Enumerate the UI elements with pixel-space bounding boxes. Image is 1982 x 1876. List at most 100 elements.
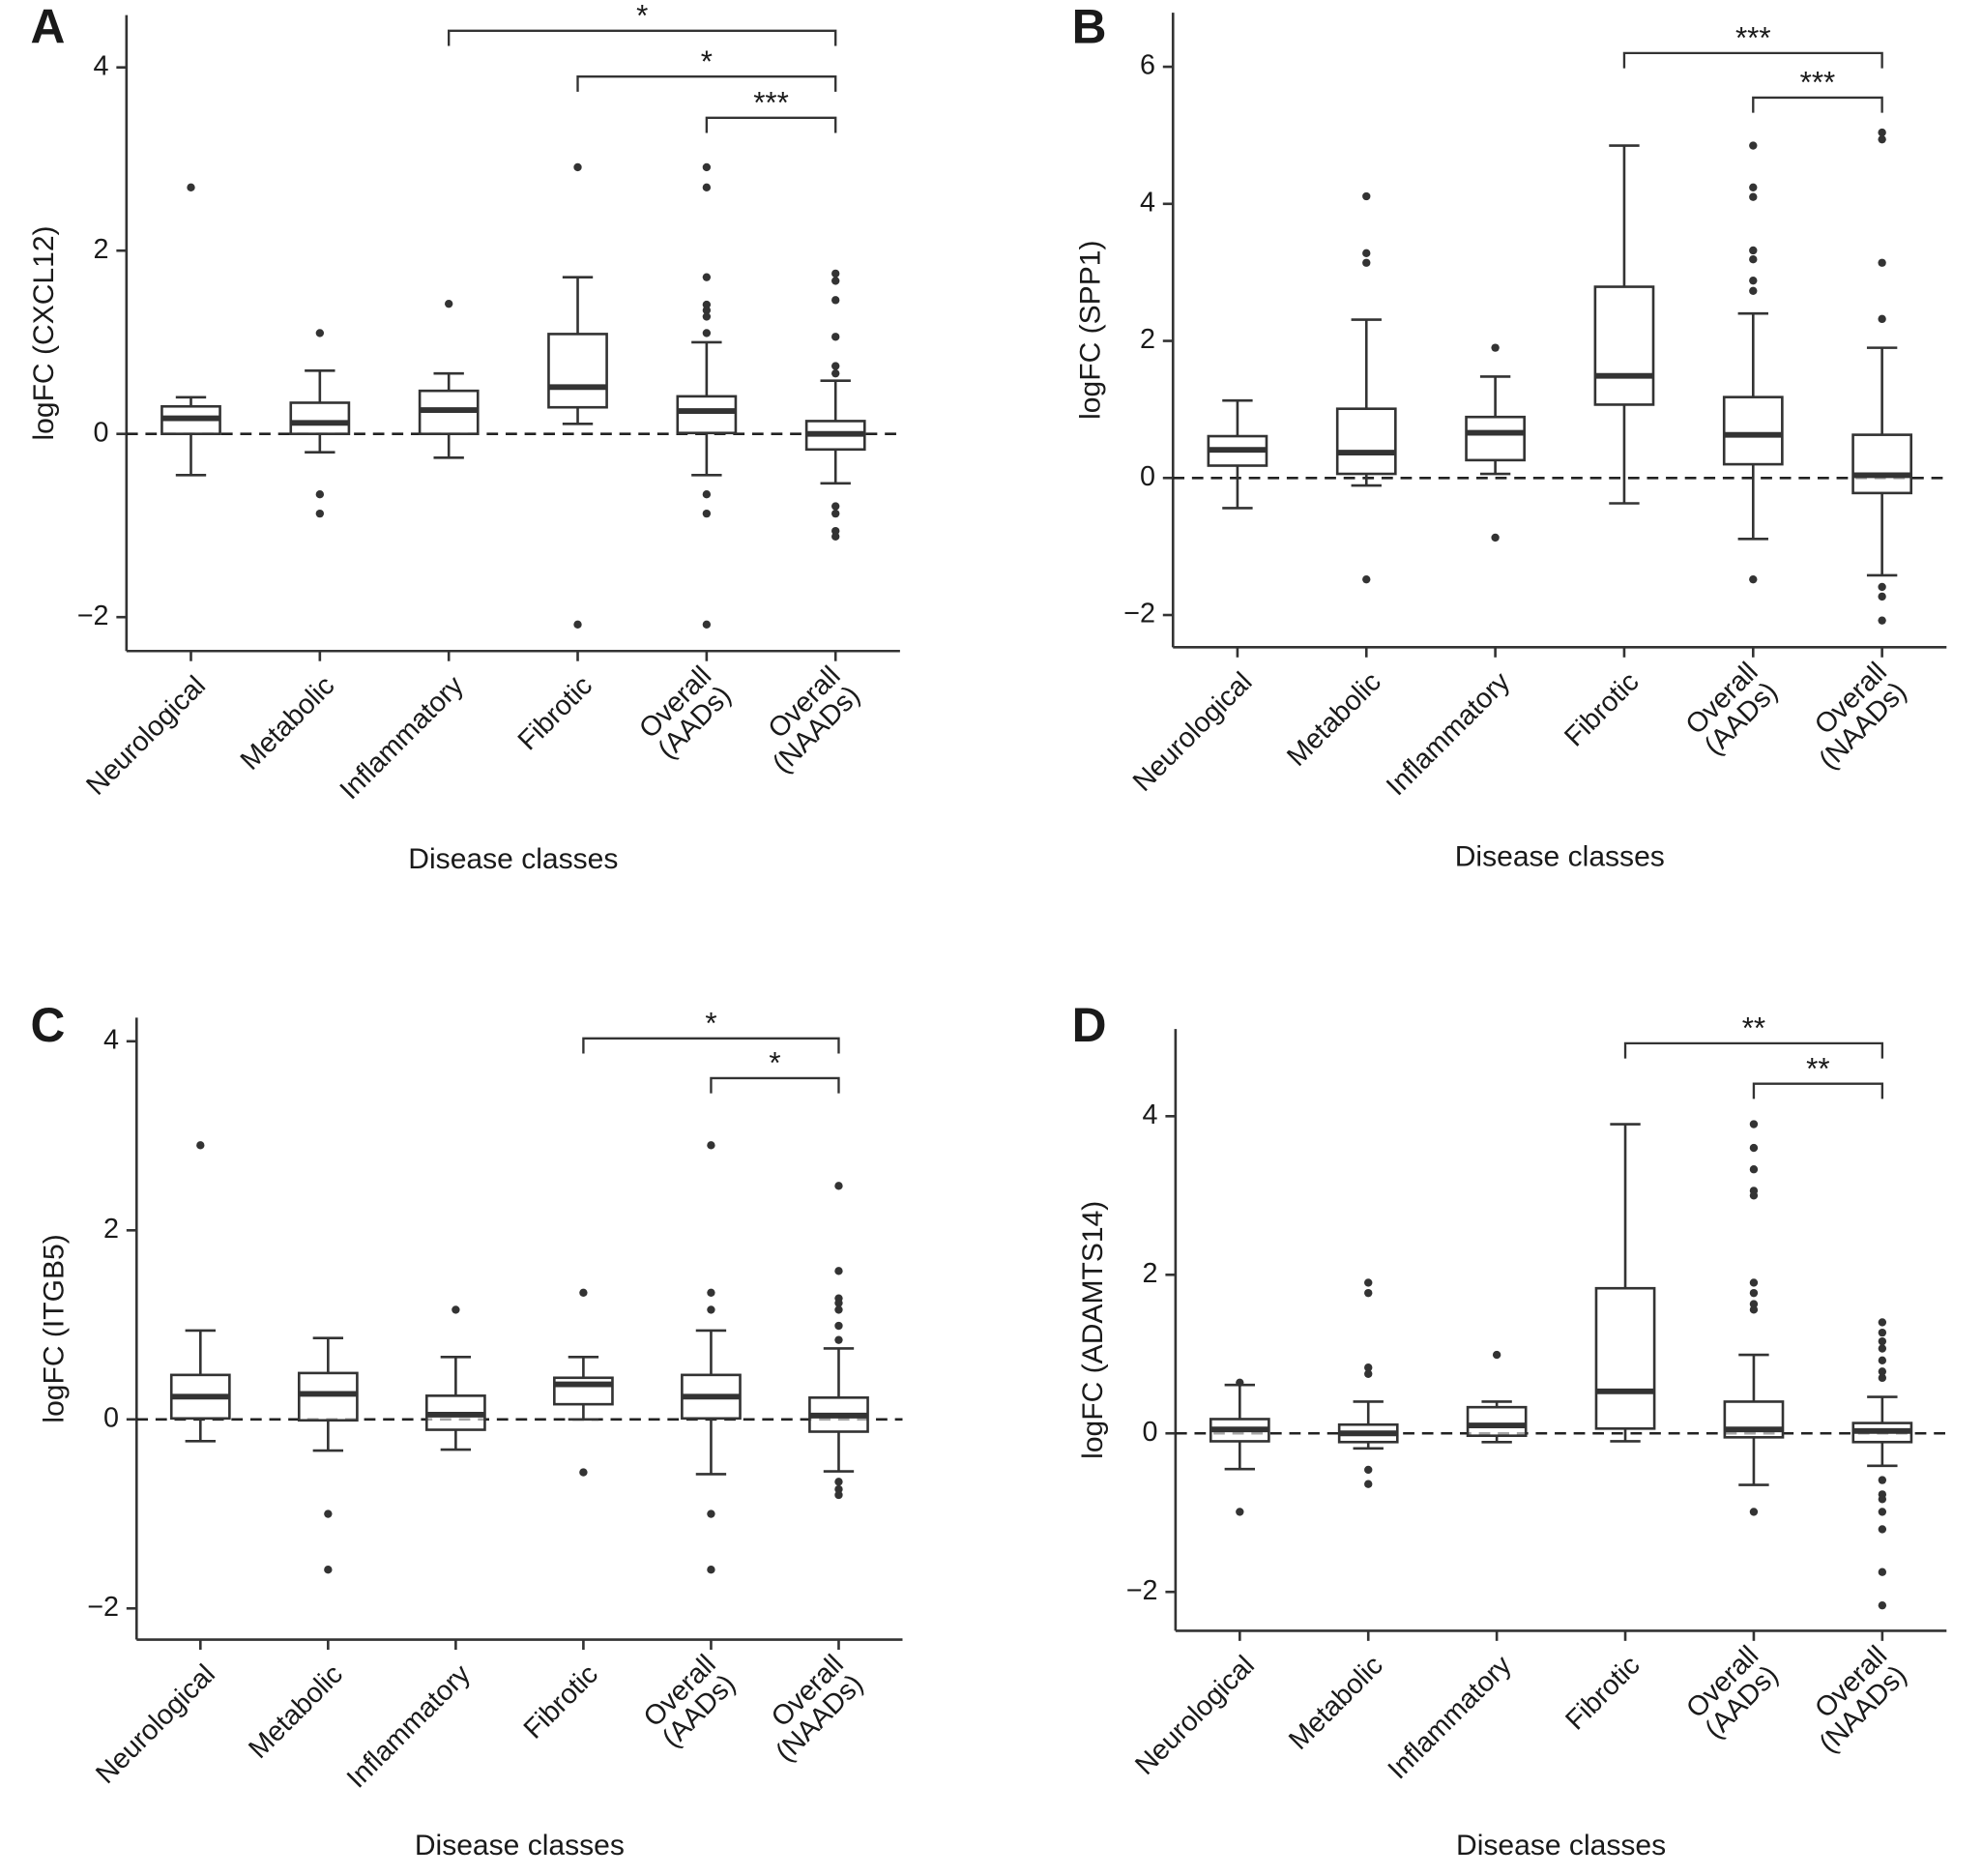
- y-tick-label: 0: [1143, 1417, 1158, 1448]
- outlier: [196, 1141, 205, 1150]
- y-tick-label: 2: [1140, 324, 1155, 355]
- label-line: Fibrotic: [518, 1658, 604, 1744]
- significance-bracket: [1752, 1082, 1884, 1099]
- outlier: [579, 1288, 588, 1297]
- label-line: Metabolic: [235, 670, 341, 777]
- x-tick-label-group: Overall(AADs): [632, 660, 737, 765]
- x-axis-label: Disease classes: [408, 843, 618, 875]
- box: [1593, 285, 1655, 406]
- box: [1466, 1405, 1528, 1438]
- outlier: [1878, 258, 1886, 267]
- significance-label: ***: [1735, 21, 1771, 55]
- outlier: [834, 1335, 843, 1344]
- x-tick-label-group: Neurological: [90, 1658, 221, 1790]
- y-tick-label: 0: [94, 417, 109, 448]
- x-tick-label-group: Overall(AADs): [637, 1649, 742, 1753]
- significance-label: **: [1742, 1011, 1765, 1045]
- x-tick-label-group: Neurological: [1127, 666, 1259, 798]
- outlier: [834, 1305, 843, 1314]
- outlier: [831, 362, 840, 370]
- label-line: Metabolic: [1281, 666, 1387, 773]
- x-tick-label-group: Metabolic: [235, 670, 341, 777]
- outlier: [831, 502, 840, 511]
- box: [676, 395, 738, 435]
- y-tick-label: 6: [1140, 50, 1155, 81]
- x-tick-label: Neurological: [1129, 1650, 1261, 1781]
- outlier: [702, 162, 712, 172]
- x-tick-label-group: Inflammatory: [335, 670, 471, 806]
- outlier: [444, 299, 453, 308]
- x-tick-label-group: Fibrotic: [512, 670, 598, 756]
- x-tick-label-group: Metabolic: [1281, 666, 1387, 773]
- outlier: [1749, 141, 1758, 150]
- outlier: [1878, 592, 1886, 601]
- significance-bracket: [705, 116, 837, 133]
- outlier: [1878, 616, 1886, 625]
- outlier: [573, 620, 582, 629]
- outlier: [1749, 1288, 1759, 1298]
- outlier: [702, 329, 712, 337]
- outlier: [702, 490, 712, 499]
- x-tick-label: Fibrotic: [1559, 1650, 1646, 1736]
- y-axis-label: logFC (ITGB5): [38, 1234, 70, 1422]
- outlier: [1362, 191, 1371, 201]
- outlier: [1749, 192, 1758, 201]
- label-line: Fibrotic: [1559, 666, 1645, 752]
- outlier: [324, 1510, 333, 1518]
- outlier: [702, 183, 712, 191]
- panel-letter: D: [1072, 998, 1107, 1052]
- x-tick-label: Metabolic: [235, 670, 341, 777]
- outlier: [1364, 1480, 1373, 1488]
- outlier: [1364, 1465, 1373, 1475]
- x-tick-label: Fibrotic: [512, 670, 598, 756]
- outlier: [1878, 1568, 1887, 1576]
- x-tick-label-group: Neurological: [1129, 1650, 1261, 1781]
- x-tick-label-group: Fibrotic: [518, 1658, 604, 1744]
- outlier: [1749, 1300, 1759, 1308]
- outlier: [707, 1566, 715, 1574]
- outlier: [1878, 128, 1886, 137]
- outlier: [834, 1490, 843, 1500]
- x-tick-label: Neurological: [1127, 666, 1259, 798]
- outlier: [1749, 1120, 1759, 1129]
- y-tick-label: 4: [103, 1024, 119, 1055]
- x-axis-label: Disease classes: [1456, 1830, 1666, 1861]
- outlier: [1491, 533, 1500, 542]
- significance-bracket: [710, 1076, 840, 1094]
- outlier: [834, 1484, 843, 1494]
- x-tick-label: Neurological: [80, 670, 212, 802]
- significance-bracket: [582, 1037, 840, 1054]
- box: [1335, 407, 1397, 476]
- label-line: Metabolic: [1283, 1650, 1389, 1756]
- x-tick-label-group: Overall(NAADs): [1809, 1640, 1912, 1759]
- x-tick-label-group: Overall(NAADs): [766, 1649, 869, 1768]
- outlier: [1749, 1508, 1759, 1516]
- y-tick-label: 4: [1140, 187, 1155, 218]
- x-tick-label-group: Overall(AADs): [1679, 1640, 1784, 1744]
- x-tick-label: Overall(AADs): [632, 660, 737, 765]
- x-tick-label: Inflammatory: [335, 670, 471, 806]
- label-line: Neurological: [90, 1658, 221, 1790]
- outlier: [831, 509, 840, 518]
- outlier: [1749, 183, 1758, 191]
- outlier: [452, 1305, 460, 1314]
- outlier: [831, 333, 840, 341]
- x-tick-label: Overall(NAADs): [747, 660, 866, 779]
- x-tick-label: Overall(AADs): [1679, 1640, 1784, 1744]
- outlier: [702, 306, 712, 314]
- outlier: [834, 1321, 843, 1331]
- outlier: [1236, 1378, 1244, 1387]
- outlier: [1749, 255, 1758, 264]
- x-tick-label-group: Overall(NAADs): [1809, 657, 1912, 776]
- box: [1851, 433, 1913, 495]
- x-tick-label-group: Inflammatory: [341, 1658, 478, 1795]
- outlier: [1878, 1600, 1887, 1610]
- y-tick-label: 2: [94, 234, 109, 265]
- outlier: [834, 1299, 843, 1307]
- outlier: [702, 273, 712, 281]
- x-tick-label: Metabolic: [1283, 1650, 1389, 1756]
- x-tick-label: Overall(AADs): [637, 1649, 742, 1753]
- outlier: [1878, 1356, 1887, 1365]
- label-line: Inflammatory: [341, 1658, 478, 1795]
